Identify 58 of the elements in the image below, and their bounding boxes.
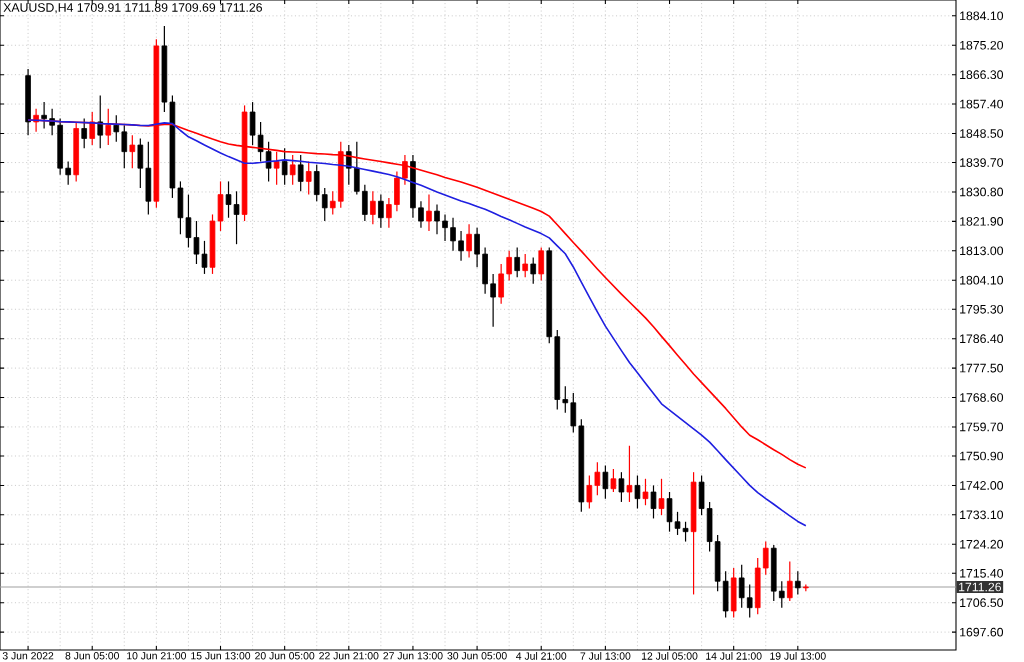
candlestick (265, 141, 272, 182)
candlestick (538, 246, 545, 282)
candlestick (682, 521, 689, 543)
candlestick (57, 118, 63, 176)
candlestick (514, 246, 520, 278)
candlestick (466, 223, 472, 258)
candlestick (233, 190, 240, 245)
candlestick (442, 213, 448, 242)
candlestick (610, 468, 617, 493)
candlestick (121, 124, 128, 169)
candlestick (370, 190, 376, 225)
candlestick (522, 253, 528, 278)
candlestick (434, 203, 440, 235)
candlestick (129, 134, 136, 169)
candlestick (97, 94, 104, 149)
candlestick (313, 164, 320, 202)
candlestick (586, 474, 593, 510)
candlestick (273, 151, 280, 186)
candlestick (81, 118, 87, 149)
candlestick (530, 256, 537, 285)
candlestick (786, 560, 793, 602)
candlestick (25, 68, 31, 136)
candlestick (730, 567, 737, 619)
candlestick (305, 160, 312, 196)
candlestick (642, 478, 649, 506)
candlestick (426, 194, 432, 232)
candlestick (450, 217, 456, 252)
candlestick (193, 220, 200, 265)
candlestick (410, 154, 416, 219)
candlestick (770, 544, 777, 602)
candlestick (634, 474, 641, 510)
candlestick (650, 484, 657, 520)
candlestick (458, 230, 464, 262)
candlestick (281, 147, 288, 186)
candlestick (666, 491, 673, 533)
candlestick (594, 461, 601, 496)
candlestick (289, 154, 296, 186)
candlestick (185, 194, 192, 249)
candlestick (105, 108, 112, 146)
candlestick (746, 583, 753, 619)
candlestick (249, 101, 256, 146)
candlestick (626, 445, 633, 503)
candlestick (658, 478, 665, 516)
candlestick (297, 154, 304, 192)
candlestick (145, 141, 152, 216)
candlestick (89, 111, 96, 146)
candlestick (394, 170, 400, 212)
candlestick (498, 263, 504, 305)
candlestick (602, 464, 609, 500)
candlestick (738, 564, 745, 609)
candlestick (201, 240, 208, 275)
candlestick (378, 194, 384, 229)
candlestick (618, 471, 625, 503)
candlestick (795, 570, 801, 596)
candlestick (225, 180, 232, 219)
candlestick (73, 121, 79, 182)
candlestick (402, 154, 408, 186)
candlestick (41, 101, 47, 130)
